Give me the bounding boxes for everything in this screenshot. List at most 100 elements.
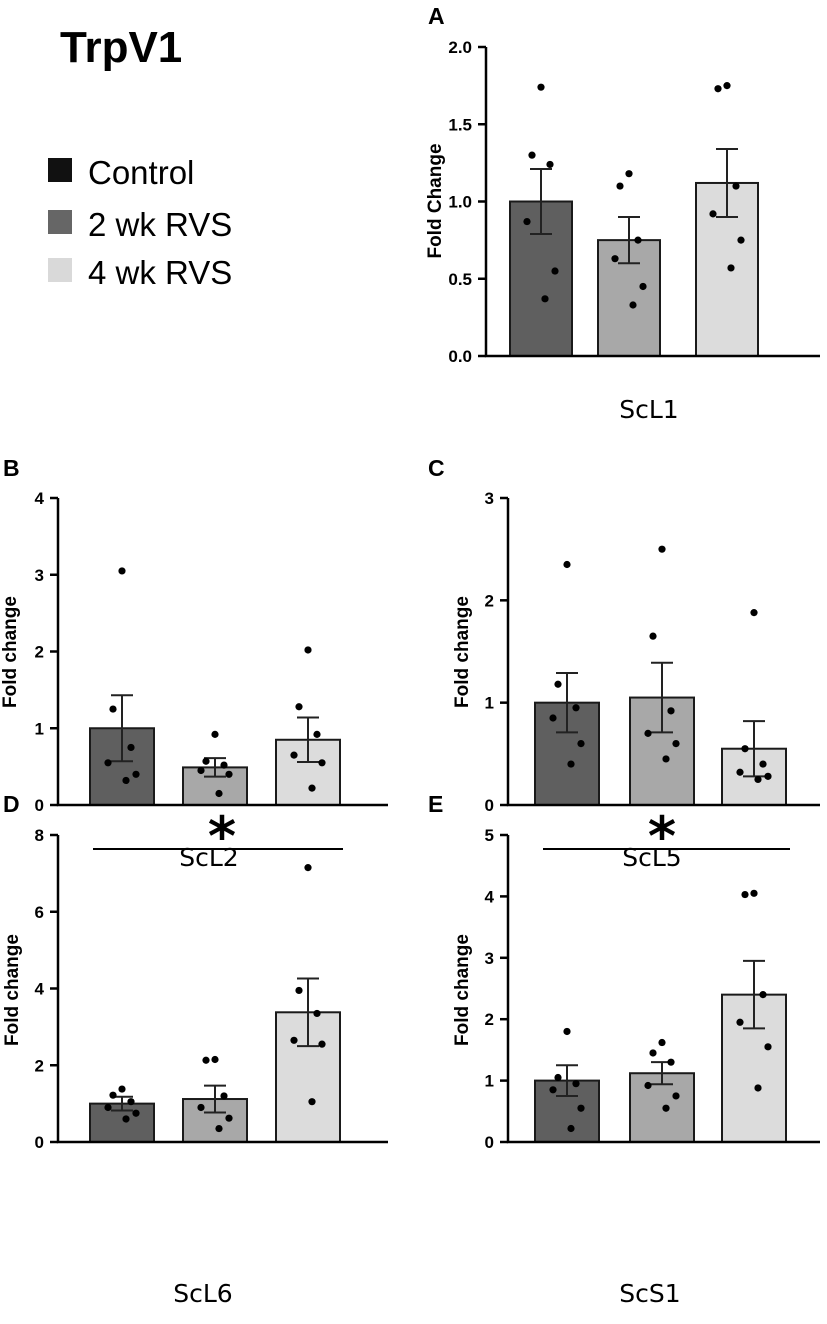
data-point <box>549 714 557 722</box>
y-tick-label: 4 <box>485 887 495 906</box>
data-point <box>667 1058 675 1066</box>
y-tick-label: 0 <box>35 1133 44 1152</box>
data-point <box>541 295 549 303</box>
data-point <box>313 730 321 738</box>
y-axis-label: Fold change <box>452 934 473 1046</box>
data-point <box>225 770 233 778</box>
data-point <box>122 776 130 785</box>
data-point <box>127 1098 135 1106</box>
data-point <box>132 770 140 778</box>
panel-letter: A <box>428 3 445 29</box>
data-point <box>672 740 680 748</box>
data-point <box>644 1081 652 1090</box>
error-bar <box>743 959 765 1030</box>
data-point <box>318 1040 326 1048</box>
y-tick-label: 1 <box>485 694 494 713</box>
data-point <box>572 704 580 712</box>
data-point <box>709 210 717 218</box>
data-point <box>563 560 571 569</box>
chart-panel-b: B 0 1 2 3 4 Fold change ScL2 <box>0 455 388 872</box>
x-axis-label: ScL2 <box>179 843 238 872</box>
data-point <box>750 889 758 897</box>
y-tick-label: 3 <box>35 566 44 585</box>
chart-panel-a: A 0.0 0.5 1.0 1.5 2.0 Fold Change ScL1 <box>425 3 820 424</box>
data-point <box>750 609 758 617</box>
x-axis-label: ScS1 <box>619 1279 680 1308</box>
y-tick-label: 1 <box>35 719 44 738</box>
data-point <box>215 789 223 798</box>
y-tick-label: 2 <box>35 1056 44 1075</box>
y-tick-label: 8 <box>35 826 44 845</box>
data-point <box>754 1084 762 1092</box>
data-point <box>741 890 749 899</box>
data-point <box>639 282 647 291</box>
data-point <box>662 755 670 763</box>
y-tick-label: 4 <box>35 489 45 508</box>
error-bar <box>111 694 133 763</box>
error-bar <box>204 1084 226 1114</box>
data-point <box>546 160 554 169</box>
y-tick-label: 2 <box>35 643 44 662</box>
significance-star: * <box>208 805 236 868</box>
y-tick-label: 5 <box>485 826 494 845</box>
panel-letter: E <box>428 791 443 817</box>
y-axis-label: Fold Change <box>425 143 446 258</box>
data-point <box>220 1092 228 1100</box>
legend-label-control: Control <box>88 154 194 191</box>
data-point <box>290 751 298 759</box>
data-point <box>295 986 303 995</box>
data-point <box>109 1091 117 1099</box>
data-point <box>764 772 772 780</box>
data-point <box>759 991 767 999</box>
data-point <box>109 705 117 713</box>
data-point <box>723 82 731 90</box>
data-point <box>304 864 312 872</box>
data-point <box>308 784 316 792</box>
data-point <box>611 255 619 263</box>
y-tick-label: 0 <box>35 796 44 815</box>
data-point <box>649 632 657 640</box>
data-point <box>537 83 545 91</box>
data-point <box>118 567 126 575</box>
data-point <box>634 236 642 244</box>
data-point <box>629 301 637 309</box>
legend-label-2wk: 2 wk RVS <box>88 206 232 243</box>
error-bar <box>297 716 319 764</box>
chart-panel-e: E 0 1 2 3 4 5 Fold change ScS1 * <box>428 791 820 1308</box>
error-bar <box>556 1064 578 1097</box>
data-point <box>759 760 767 768</box>
data-point <box>736 1018 744 1026</box>
data-point <box>202 757 210 765</box>
data-point <box>225 1114 233 1122</box>
data-point <box>215 1124 223 1133</box>
data-point <box>727 264 735 272</box>
y-tick-label: 1 <box>485 1072 494 1091</box>
y-tick-label: 0.5 <box>448 270 472 289</box>
panel-letter: B <box>3 455 20 481</box>
data-point <box>551 267 559 275</box>
data-point <box>616 182 624 190</box>
y-axis-label: Fold change <box>0 596 21 708</box>
data-point <box>658 545 666 553</box>
panel-letter: D <box>3 791 20 817</box>
data-point <box>290 1036 298 1044</box>
data-point <box>567 1124 575 1133</box>
y-tick-label: 3 <box>485 949 494 968</box>
data-point <box>732 182 740 190</box>
chart-panel-c: C 0 1 2 3 Fold change ScL5 <box>428 455 820 872</box>
data-point <box>318 759 326 767</box>
data-point <box>313 1009 321 1018</box>
data-point <box>567 760 575 768</box>
y-axis-label: Fold change <box>452 596 473 708</box>
legend-swatch-2wk <box>48 210 72 234</box>
y-tick-label: 6 <box>35 903 44 922</box>
y-tick-label: 0 <box>485 1133 494 1152</box>
error-bar <box>618 215 640 265</box>
figure-title: TrpV1 <box>60 23 182 72</box>
error-bar <box>651 661 673 734</box>
x-axis-label: ScL1 <box>619 395 678 424</box>
y-tick-label: 2 <box>485 591 494 610</box>
data-point <box>295 703 303 711</box>
